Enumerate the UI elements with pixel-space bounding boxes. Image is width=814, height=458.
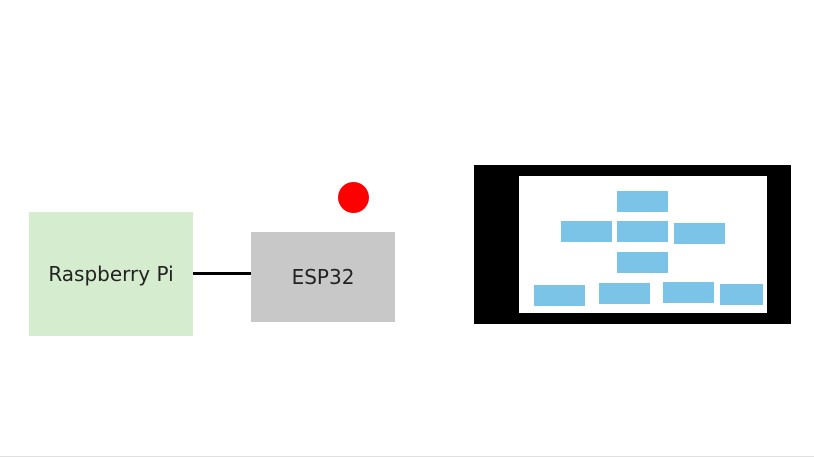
- display-tile-bottom-4: [720, 284, 763, 305]
- display-tile-bottom-2: [599, 283, 650, 304]
- display-tile-middle-right: [674, 223, 725, 244]
- display-tile-middle-left: [561, 221, 612, 242]
- display-tile-middle-center: [617, 221, 668, 242]
- status-led-icon: [338, 182, 369, 213]
- esp32-block: ESP32: [251, 232, 395, 322]
- display-tile-bottom-3: [663, 282, 714, 303]
- page-bottom-divider: [0, 456, 814, 457]
- connection-wire: [193, 272, 251, 275]
- display-tile-bottom-1: [534, 285, 585, 306]
- display-tile-lower-center: [617, 252, 668, 273]
- display-tile-top: [617, 191, 668, 212]
- raspberry-pi-block: Raspberry Pi: [29, 212, 193, 336]
- raspberry-pi-label: Raspberry Pi: [48, 262, 174, 286]
- esp32-label: ESP32: [291, 265, 355, 289]
